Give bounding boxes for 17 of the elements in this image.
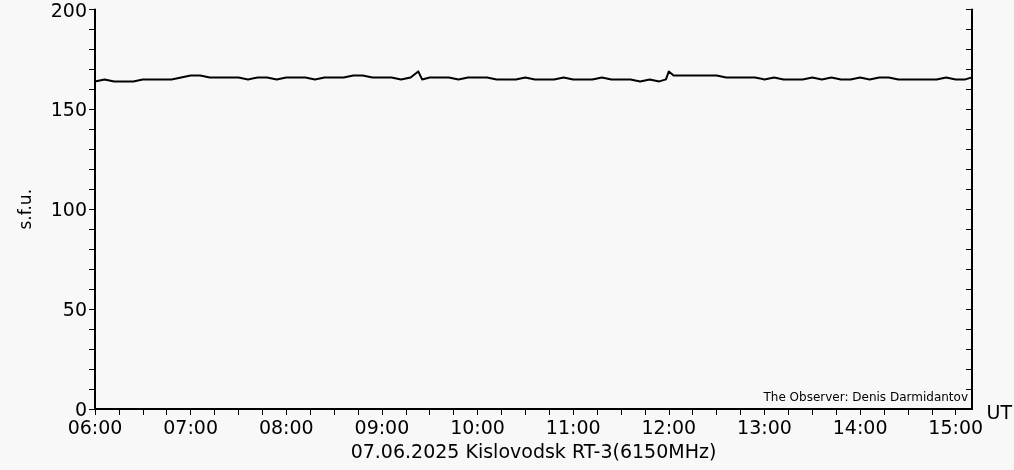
x-tick-label: 13:00 [737, 415, 792, 438]
x-tick-label: 14:00 [832, 415, 888, 438]
y-tick-label: 150 [50, 98, 87, 121]
x-tick-label: 09:00 [354, 415, 410, 438]
y-tick-label: 100 [50, 198, 87, 221]
x-tick-label: 15:00 [928, 415, 984, 438]
x-tick-label: 07:00 [163, 415, 219, 438]
text: UT [986, 400, 1013, 423]
y-tick-label: 200 [50, 0, 87, 21]
annotation: The Observer: Denis Darmidantov [762, 390, 969, 404]
x-tick-label: 10:00 [450, 415, 505, 438]
x-axis-title: 07.06.2025 Kislovodsk RT-3(6150MHz) [350, 439, 717, 462]
x-tick-label: 12:00 [641, 415, 697, 438]
x-tick-label: 08:00 [258, 415, 314, 438]
x-tick-label: 11:00 [545, 415, 601, 438]
y-tick-label: 50 [62, 298, 87, 321]
y-axis-title: s.f.u. [14, 188, 35, 230]
